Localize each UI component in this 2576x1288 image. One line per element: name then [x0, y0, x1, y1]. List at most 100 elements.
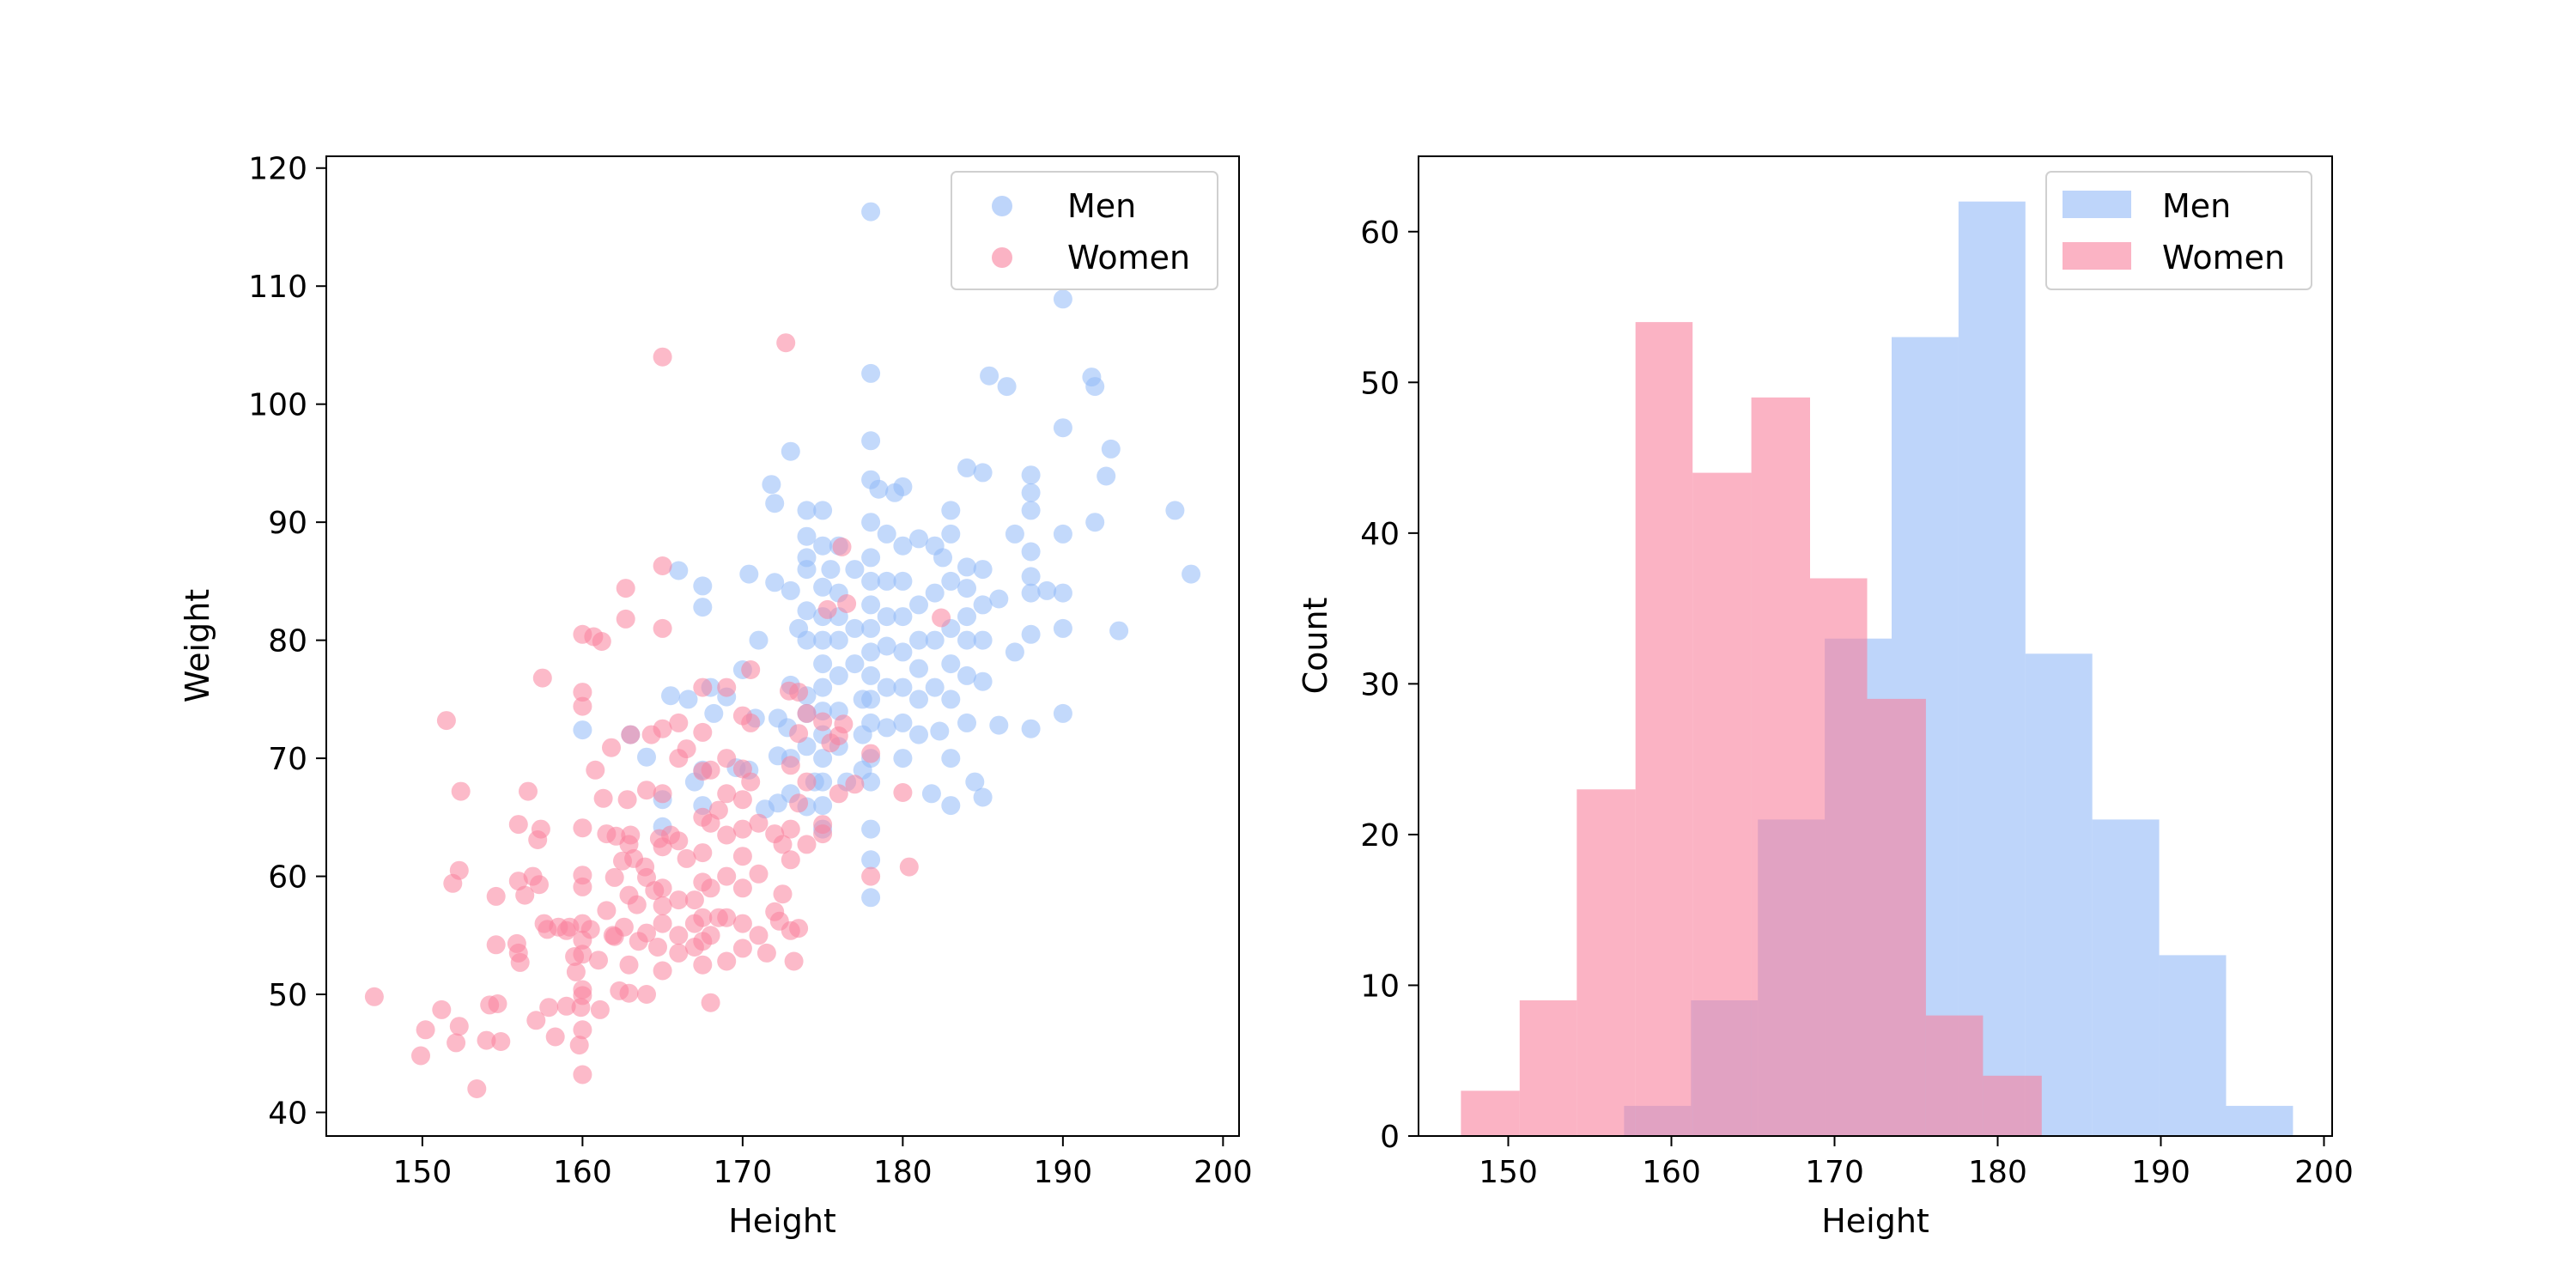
scatter-point-women [573, 877, 592, 896]
scatter-point-women [693, 908, 713, 927]
scatter-point-women [451, 781, 471, 801]
histogram-bar-women [1810, 578, 1868, 1136]
scatter-point-men [1097, 466, 1116, 486]
scatter-point-women [845, 775, 865, 794]
scatter-point-men [893, 536, 913, 556]
scatter-point-women [899, 857, 919, 877]
scatter-point-men [893, 571, 913, 591]
scatter-point-women [781, 756, 800, 775]
scatter-point-women [701, 878, 720, 898]
scatter-point-men [1053, 583, 1072, 603]
scatter-point-men [861, 618, 881, 638]
histogram-x-tick-label: 180 [1968, 1155, 2027, 1190]
scatter-point-men [957, 665, 976, 685]
scatter-point-women [653, 961, 672, 981]
scatter-point-men [1085, 513, 1105, 532]
histogram-bar-women [1867, 698, 1926, 1136]
scatter-x-tick-label: 190 [1034, 1155, 1093, 1190]
scatter-point-men [909, 630, 928, 650]
scatter-point-women [773, 884, 793, 904]
scatter-point-women [602, 738, 621, 757]
scatter-point-men [1101, 439, 1121, 459]
scatter-point-women [648, 938, 667, 957]
scatter-point-men [1085, 377, 1105, 397]
scatter-point-women [749, 926, 769, 945]
scatter-point-men [797, 601, 817, 621]
scatter-point-women [749, 813, 769, 833]
scatter-point-men [1182, 564, 1201, 584]
scatter-point-women [477, 1030, 496, 1050]
scatter-point-women [515, 885, 535, 905]
scatter-point-women [592, 632, 611, 651]
histogram-bar-women [1461, 1091, 1520, 1136]
scatter-point-women [776, 333, 796, 353]
scatter-point-men [893, 607, 913, 627]
scatter-point-women [508, 815, 528, 835]
scatter-point-men [941, 571, 961, 591]
scatter-point-women [797, 835, 817, 854]
scatter-point-women [432, 999, 452, 1019]
scatter-point-men [1005, 642, 1024, 662]
scatter-point-women [817, 599, 837, 619]
scatter-point-men [1005, 524, 1024, 544]
scatter-point-men [1037, 580, 1057, 600]
histogram-bar-women [1635, 322, 1693, 1137]
scatter-point-men [861, 363, 881, 383]
scatter-legend-label-men: Men [1067, 187, 1136, 225]
scatter-point-women [637, 985, 656, 1004]
scatter-point-women [545, 1027, 565, 1047]
scatter-point-men [861, 202, 881, 222]
scatter-point-women [510, 952, 530, 972]
scatter-x-ticks: 150 160 170 180 190 200 [393, 1136, 1253, 1190]
scatter-point-women [621, 725, 641, 744]
scatter-point-men [829, 630, 848, 650]
scatter-point-women [653, 719, 672, 738]
histogram-bar-women [1925, 1015, 1984, 1136]
scatter-legend: Men Women [951, 171, 1218, 290]
scatter-point-men [797, 501, 817, 520]
scatter-point-women [573, 818, 592, 838]
scatter-point-women [708, 800, 728, 820]
scatter-point-women [669, 943, 689, 963]
scatter-point-women [467, 1079, 487, 1098]
scatter-point-women [569, 1036, 589, 1055]
scatter-point-women [436, 711, 456, 731]
histogram-y-tick-label: 10 [1360, 969, 1400, 1004]
scatter-point-men [1021, 483, 1041, 502]
legend-swatch-men [2063, 191, 2131, 218]
scatter-point-men [973, 630, 993, 650]
scatter-point-women [813, 824, 833, 844]
scatter-point-men [941, 654, 961, 674]
scatter-point-men [1053, 418, 1072, 438]
scatter-point-men [980, 366, 999, 386]
histogram-bar-men [2226, 1105, 2293, 1136]
scatter-point-men [1109, 621, 1129, 641]
scatter-point-women [732, 914, 752, 933]
scatter-point-women [717, 866, 737, 886]
scatter-legend-label-women: Women [1067, 239, 1190, 276]
scatter-point-women [669, 890, 689, 910]
scatter-point-men [909, 659, 928, 678]
scatter-point-men [821, 560, 841, 580]
scatter-point-men [845, 618, 865, 638]
scatter-point-men [941, 501, 961, 520]
scatter-point-women [932, 608, 951, 628]
scatter-point-women [573, 1020, 592, 1040]
scatter-legend-box [951, 171, 1218, 290]
scatter-point-women [653, 618, 672, 638]
scatter-point-women [573, 1065, 592, 1084]
scatter-point-women [669, 713, 689, 732]
histogram-x-axis-label: Height [1821, 1202, 1929, 1240]
scatter-point-women [619, 983, 639, 1003]
histogram-x-tick-label: 200 [2294, 1155, 2354, 1190]
scatter-point-men [1021, 583, 1041, 603]
histogram-y-axis-label: Count [1297, 598, 1334, 695]
scatter-y-tick-label: 40 [268, 1097, 307, 1132]
scatter-y-ticks: 40 50 60 70 80 90 100 110 120 [248, 152, 326, 1132]
histogram-bar-men [1958, 201, 2026, 1137]
scatter-point-women [566, 962, 586, 981]
histogram-y-tick-label: 50 [1360, 366, 1400, 401]
scatter-point-women [653, 896, 672, 915]
scatter-point-men [861, 690, 881, 709]
scatter-point-women [416, 1020, 435, 1040]
